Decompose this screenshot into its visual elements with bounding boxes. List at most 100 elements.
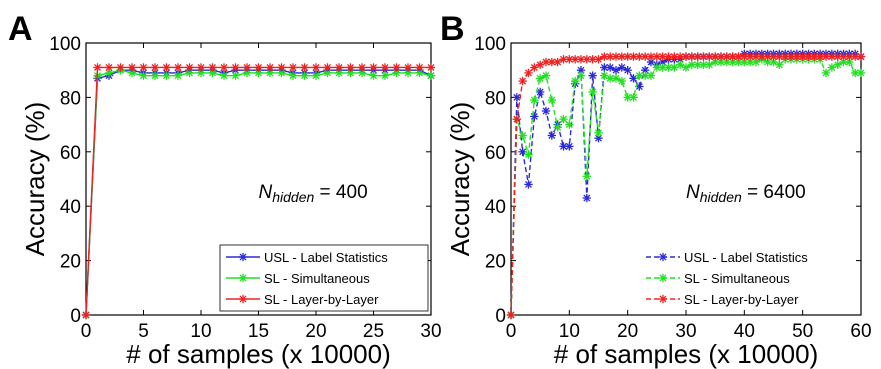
data-point xyxy=(334,63,344,72)
data-point xyxy=(415,63,424,72)
data-point xyxy=(288,63,298,72)
y-tick-label: 20 xyxy=(485,252,506,273)
data-point xyxy=(588,87,597,97)
data-point xyxy=(231,63,240,72)
data-point xyxy=(588,71,597,80)
legend-item: USL - Label Statistics xyxy=(646,250,808,265)
legend-label: SL - Layer-by-Layer xyxy=(264,292,379,307)
data-point xyxy=(323,63,332,72)
data-point xyxy=(139,63,148,72)
data-point xyxy=(541,71,551,80)
x-tick-label: 20 xyxy=(305,321,326,342)
data-point xyxy=(512,114,522,124)
data-point xyxy=(369,63,378,72)
data-point xyxy=(588,55,597,64)
data-point xyxy=(219,63,229,72)
data-point xyxy=(775,60,784,69)
data-point xyxy=(357,63,367,72)
data-point xyxy=(646,71,656,80)
data-point xyxy=(104,63,114,72)
data-point xyxy=(288,71,298,80)
data-point xyxy=(524,68,533,78)
legend-marker xyxy=(238,294,248,304)
legend-marker xyxy=(658,273,668,283)
n-hidden-annotation: Nhidden = 400 xyxy=(259,182,368,205)
data-point xyxy=(687,60,697,69)
data-point xyxy=(565,120,574,129)
y-tick-label: 60 xyxy=(60,143,81,164)
y-tick-label: 60 xyxy=(485,143,506,164)
data-point xyxy=(392,63,401,72)
data-point xyxy=(658,52,667,61)
data-point xyxy=(300,71,309,80)
data-point xyxy=(541,106,551,116)
data-point xyxy=(357,68,367,78)
data-point xyxy=(652,52,662,61)
data-point xyxy=(611,66,621,75)
legend-label: SL - Simultaneous xyxy=(684,271,790,286)
data-point xyxy=(162,71,171,80)
data-point xyxy=(426,63,436,72)
data-point xyxy=(629,74,638,83)
data-point xyxy=(518,131,527,140)
x-tick-label: 10 xyxy=(559,321,580,342)
panel-label: A xyxy=(8,10,33,48)
y-tick-label: 40 xyxy=(485,197,506,218)
x-tick-label: 10 xyxy=(190,321,211,342)
x-axis-title: # of samples (x 10000) xyxy=(126,339,390,369)
y-axis-title: Accuracy (%) xyxy=(445,102,475,257)
series-2 xyxy=(81,63,436,320)
data-point xyxy=(810,52,819,61)
data-point xyxy=(323,68,332,78)
legend-label: USL - Label Statistics xyxy=(264,250,388,265)
data-point xyxy=(559,114,568,124)
chart-panel-b: B 0 10 20 30 40 50 60 0 20 40 60 80 100 # of samples (… xyxy=(440,10,872,369)
legend-item: USL - Label Statistics xyxy=(226,250,388,265)
data-point xyxy=(763,52,772,61)
data-point xyxy=(535,87,545,97)
x-tick-label: 30 xyxy=(420,321,441,342)
legend-item: SL - Simultaneous xyxy=(646,271,790,286)
data-point xyxy=(277,63,286,72)
data-point xyxy=(524,180,533,189)
data-point xyxy=(346,63,355,72)
x-tick-label: 15 xyxy=(248,321,269,342)
data-point xyxy=(150,63,160,72)
data-point xyxy=(242,63,252,72)
data-point xyxy=(839,52,848,61)
data-point xyxy=(582,193,592,203)
y-tick-label: 40 xyxy=(60,197,81,218)
data-point xyxy=(116,63,125,72)
data-point xyxy=(93,63,102,72)
data-point xyxy=(716,52,726,61)
data-point xyxy=(254,63,263,72)
panel-label: B xyxy=(440,10,465,48)
x-tick-label: 0 xyxy=(506,321,517,342)
data-point xyxy=(530,112,539,121)
data-point xyxy=(553,123,562,132)
data-point xyxy=(786,52,796,61)
data-point xyxy=(547,95,557,105)
data-point xyxy=(745,57,755,67)
data-point xyxy=(311,63,321,72)
data-point xyxy=(196,63,206,72)
legend-marker xyxy=(238,252,248,262)
y-tick-label: 20 xyxy=(60,252,81,273)
n-hidden-annotation: Nhidden = 6400 xyxy=(686,182,806,205)
data-point xyxy=(265,63,275,72)
data-point xyxy=(623,66,632,75)
data-point xyxy=(173,71,183,80)
data-point xyxy=(334,68,344,78)
y-tick-label: 80 xyxy=(485,88,506,109)
data-point xyxy=(219,71,229,80)
y-tick-label: 0 xyxy=(495,306,506,327)
data-point xyxy=(208,63,217,72)
data-point xyxy=(594,128,603,137)
data-point xyxy=(582,172,592,181)
data-point xyxy=(547,131,557,140)
data-point xyxy=(565,142,574,151)
data-point xyxy=(565,55,574,64)
legend-item: SL - Layer-by-Layer xyxy=(646,292,799,307)
legend: USL - Label Statistics SL - Simultaneous S… xyxy=(646,250,808,307)
data-point xyxy=(751,52,761,61)
